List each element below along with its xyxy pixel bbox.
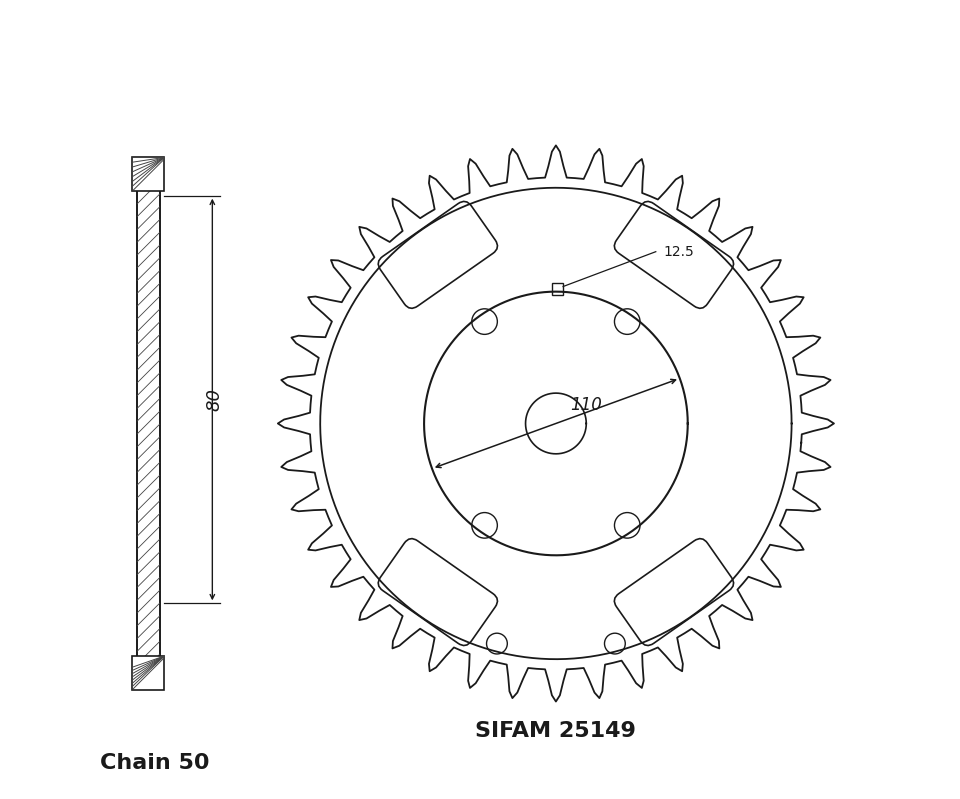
Text: 110: 110 (570, 396, 602, 414)
Text: Chain 50: Chain 50 (101, 753, 210, 773)
Bar (137, 180, 159, 667)
Bar (552, 283, 564, 296)
FancyBboxPatch shape (132, 656, 164, 690)
FancyBboxPatch shape (132, 157, 164, 191)
Text: SIFAM 25149: SIFAM 25149 (475, 721, 636, 741)
Text: 12.5: 12.5 (663, 244, 694, 259)
Text: 80: 80 (204, 388, 223, 411)
